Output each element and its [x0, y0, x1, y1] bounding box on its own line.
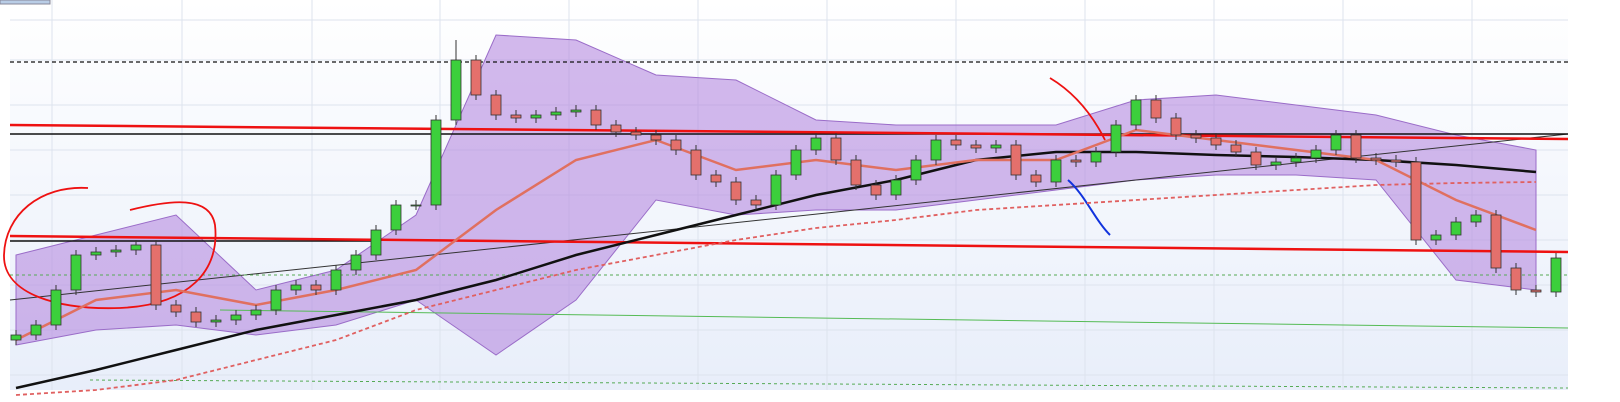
candle-body — [850, 159, 862, 186]
candle-body — [50, 289, 62, 326]
candle-body — [270, 289, 282, 311]
candle-body — [190, 311, 202, 323]
candle-body — [1230, 144, 1242, 153]
candle-body — [310, 284, 322, 291]
candle-body — [1290, 157, 1302, 163]
candle-body — [1390, 159, 1402, 163]
candle-body — [530, 114, 542, 119]
candle-body — [990, 144, 1002, 149]
candle-body — [1190, 134, 1202, 139]
candle-body — [1030, 174, 1042, 183]
candle-body — [570, 109, 582, 113]
candle-body — [510, 114, 522, 119]
candle-body — [1510, 267, 1522, 291]
candle-body — [470, 59, 482, 96]
candle-body — [1430, 234, 1442, 241]
candles-layer — [10, 40, 1562, 345]
candle-body — [130, 244, 142, 251]
candle-body — [950, 139, 962, 146]
candle-body — [1130, 99, 1142, 126]
candle-body — [970, 144, 982, 149]
candle-body — [210, 319, 222, 323]
candle-body — [70, 254, 82, 291]
candle-body — [250, 309, 262, 316]
candle-body — [670, 139, 682, 151]
candle-body — [1170, 117, 1182, 136]
candle-body — [1210, 137, 1222, 146]
candle-body — [930, 139, 942, 161]
candle-body — [30, 324, 42, 336]
indicator-line — [15, 181, 1537, 396]
candle-body — [1490, 214, 1502, 269]
candle-body — [430, 119, 442, 206]
candle-body — [1050, 159, 1062, 183]
candle-body — [650, 134, 662, 141]
candle-body — [810, 137, 822, 151]
candle-body — [910, 159, 922, 181]
candle-body — [150, 244, 162, 306]
candle-body — [1310, 149, 1322, 159]
right-margin — [1568, 0, 1620, 402]
toolbar-button[interactable] — [0, 0, 51, 5]
candle-body — [1550, 257, 1562, 293]
candle-body — [1410, 161, 1422, 241]
candle-body — [1530, 289, 1542, 293]
candle-body — [1250, 151, 1262, 166]
candle-body — [170, 304, 182, 313]
candle-body — [290, 284, 302, 291]
candle-body — [870, 184, 882, 196]
candle-body — [750, 199, 762, 206]
candle-body — [1070, 159, 1082, 163]
candle-body — [410, 204, 422, 207]
candle-body — [1010, 144, 1022, 176]
candle-body — [1370, 157, 1382, 161]
candle-body — [1150, 99, 1162, 119]
candle-body — [490, 94, 502, 116]
candle-body — [230, 314, 242, 321]
candle-body — [90, 251, 102, 256]
candle-body — [1090, 151, 1102, 163]
candle-body — [450, 59, 462, 121]
candle-body — [1350, 134, 1362, 159]
candle-body — [550, 111, 562, 116]
drawings — [3, 61, 1569, 389]
candle-body — [1450, 221, 1462, 236]
candle-body — [10, 334, 22, 341]
candle-body — [610, 124, 622, 133]
candle-body — [630, 131, 642, 136]
candle-body — [1110, 124, 1122, 153]
candle-body — [330, 269, 342, 291]
candle-body — [590, 109, 602, 126]
indicator-line — [15, 128, 1537, 342]
candle-body — [1330, 134, 1342, 151]
candle-body — [790, 149, 802, 176]
candle-body — [350, 254, 362, 271]
candle-body — [770, 174, 782, 206]
candle-body — [690, 149, 702, 176]
candle-body — [1270, 161, 1282, 166]
candle-body — [370, 229, 382, 256]
candle-body — [1470, 214, 1482, 223]
candle-body — [830, 137, 842, 161]
candle-body — [110, 249, 122, 253]
candle-body — [890, 179, 902, 196]
candle-body — [730, 181, 742, 201]
candle-body — [390, 204, 402, 231]
candle-body — [710, 174, 722, 183]
